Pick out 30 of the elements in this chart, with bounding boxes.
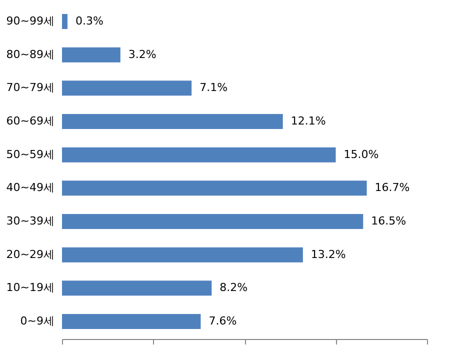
y-tick-label: 30~39세 — [6, 214, 54, 228]
y-tick-label: 40~49세 — [6, 181, 54, 194]
bar — [62, 280, 212, 296]
data-label: 7.6% — [208, 314, 237, 328]
bar — [62, 47, 120, 62]
data-label: 13.2% — [310, 248, 346, 261]
y-tick-label: 90~99세 — [6, 14, 54, 28]
data-label: 16.7% — [374, 181, 410, 194]
data-label: 0.3% — [75, 14, 104, 28]
y-tick-label: 80~89세 — [6, 48, 54, 61]
bar — [62, 80, 192, 96]
bar — [62, 180, 367, 196]
y-tick-label: 60~69세 — [6, 114, 54, 128]
y-tick-label: 10~19세 — [6, 281, 54, 294]
y-tick-label: 0~9세 — [20, 314, 54, 328]
data-label: 16.5% — [371, 214, 406, 228]
y-tick-label: 50~59세 — [6, 148, 54, 161]
data-label: 12.1% — [290, 114, 326, 128]
data-label: 3.2% — [128, 48, 156, 61]
bar — [62, 114, 283, 129]
bar — [62, 247, 303, 262]
data-label: 8.2% — [220, 281, 248, 294]
bar — [62, 314, 201, 329]
data-label: 7.1% — [200, 81, 228, 94]
bar — [62, 147, 336, 162]
y-tick-label: 20~29세 — [6, 248, 54, 261]
data-label: 15.0% — [344, 148, 379, 161]
y-tick-label: 70~79세 — [6, 81, 54, 94]
bar — [62, 214, 364, 229]
bar — [62, 14, 68, 29]
